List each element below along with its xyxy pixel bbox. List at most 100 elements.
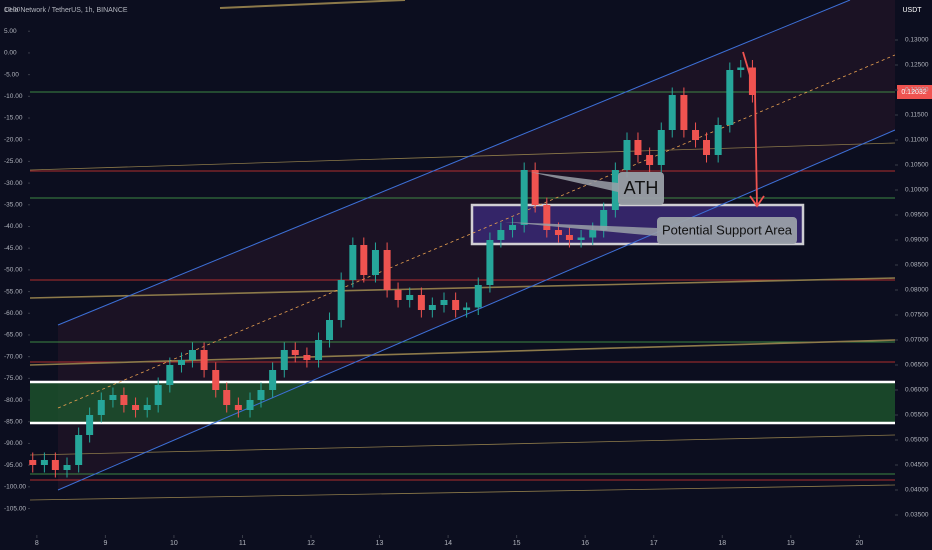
y-tick-label: -20.00 <box>4 136 23 143</box>
y-tick-label: -55.00 <box>4 288 23 295</box>
candle-body <box>51 460 59 470</box>
y2-tick-label: 0.04500 <box>905 462 929 469</box>
candle-body <box>371 250 379 275</box>
y-tick-label: 5.00 <box>4 28 17 35</box>
candle-body <box>646 155 654 165</box>
candle-body <box>726 70 734 125</box>
y2-tick-label: 0.06000 <box>905 387 929 394</box>
candle-body <box>269 370 277 390</box>
candle-body <box>428 305 436 310</box>
candle-body <box>543 205 551 230</box>
y2-tick-label: 0.07500 <box>905 312 929 319</box>
candle-body <box>634 140 642 155</box>
candle-body <box>120 395 128 405</box>
candle-body <box>692 130 700 140</box>
y2-tick-label: 0.11000 <box>905 137 928 144</box>
y-tick-label: -75.00 <box>4 375 23 382</box>
callout-pointer <box>505 222 657 236</box>
y2-tick-label: 0.08000 <box>905 287 929 294</box>
y-tick-label: -105.00 <box>4 505 26 512</box>
candle-body <box>212 370 220 390</box>
candle-body <box>452 300 460 310</box>
x-tick-label: 19 <box>787 540 795 547</box>
candle-body <box>360 245 368 275</box>
x-tick-label: 17 <box>650 540 658 547</box>
chart-title: Celo Network / TetherUS, 1h, BINANCE <box>4 7 128 14</box>
candle-body <box>223 390 231 405</box>
trend-line <box>219 0 406 9</box>
candle-body <box>714 125 722 155</box>
x-tick-label: 15 <box>513 540 521 547</box>
x-tick-label: 16 <box>581 540 589 547</box>
y2-tick-label: 0.09000 <box>905 237 929 244</box>
y-tick-label: 0.00 <box>4 50 17 57</box>
candle-body <box>383 250 391 290</box>
x-tick-label: 11 <box>239 540 246 547</box>
candle-body <box>303 355 311 360</box>
y-tick-label: -70.00 <box>4 353 23 360</box>
y-tick-label: -65.00 <box>4 332 23 339</box>
candle-body <box>177 360 185 365</box>
y-tick-label: -90.00 <box>4 440 23 447</box>
y-tick-label: -85.00 <box>4 418 23 425</box>
candle-body <box>246 400 254 410</box>
callout-box <box>618 172 664 205</box>
callout-box <box>657 217 797 244</box>
candle-body <box>703 140 711 155</box>
candle-body <box>474 285 482 308</box>
candle-body <box>291 350 299 355</box>
x-tick-label: 8 <box>35 540 39 547</box>
y-tick-label: -15.00 <box>4 115 23 122</box>
y-tick-label: -100.00 <box>4 484 26 491</box>
y-tick-label: -35.00 <box>4 202 23 209</box>
y-tick-label: -45.00 <box>4 245 23 252</box>
candle-body <box>337 280 345 320</box>
candle-body <box>40 460 48 465</box>
projection-arrow <box>742 51 758 206</box>
y2-tick-label: 0.10000 <box>905 187 929 194</box>
candle-body <box>497 230 505 240</box>
y2-tick-label: 0.10500 <box>905 162 929 169</box>
candle-body <box>589 230 597 238</box>
trend-line <box>29 434 896 456</box>
arrow-head <box>749 195 765 208</box>
candle-body <box>737 67 745 70</box>
bottom-axis-panel <box>0 535 932 550</box>
y2-tick-label: 0.08500 <box>905 262 929 269</box>
y2-tick-label: 0.05500 <box>905 412 929 419</box>
x-tick-label: 12 <box>307 540 315 547</box>
y2-tick-label: 0.12000 <box>905 87 929 94</box>
x-tick-label: 20 <box>855 540 863 547</box>
trend-line <box>29 484 896 501</box>
candle-body <box>63 465 71 470</box>
candle-body <box>154 385 162 405</box>
candle-body <box>257 390 265 400</box>
y2-tick-label: 0.04000 <box>905 487 929 494</box>
x-tick-label: 10 <box>170 540 178 547</box>
candle-body <box>188 350 196 360</box>
candle-body <box>280 350 288 370</box>
candle-body <box>520 170 528 225</box>
trend-line <box>29 142 896 171</box>
y2-tick-label: 0.13000 <box>905 37 929 44</box>
candle-body <box>349 245 357 280</box>
candle-body <box>86 415 94 435</box>
candle-body <box>29 460 37 465</box>
candle-body <box>531 170 539 205</box>
y-tick-label: -30.00 <box>4 180 23 187</box>
last-price-label: 0.12032 <box>901 89 926 96</box>
candle-body <box>75 435 83 465</box>
y2-tick-label: 0.05000 <box>905 437 929 444</box>
y-tick-label: -80.00 <box>4 397 23 404</box>
y2-tick-label: 0.06500 <box>905 362 929 369</box>
candle-body <box>440 300 448 305</box>
candle-body <box>554 230 562 235</box>
levels <box>29 0 896 501</box>
candle-body <box>565 235 573 240</box>
trend-line <box>29 277 896 299</box>
channel-upper <box>57 0 851 326</box>
candle-body <box>109 395 117 400</box>
candle-body <box>623 140 631 170</box>
candle-body <box>200 350 208 370</box>
